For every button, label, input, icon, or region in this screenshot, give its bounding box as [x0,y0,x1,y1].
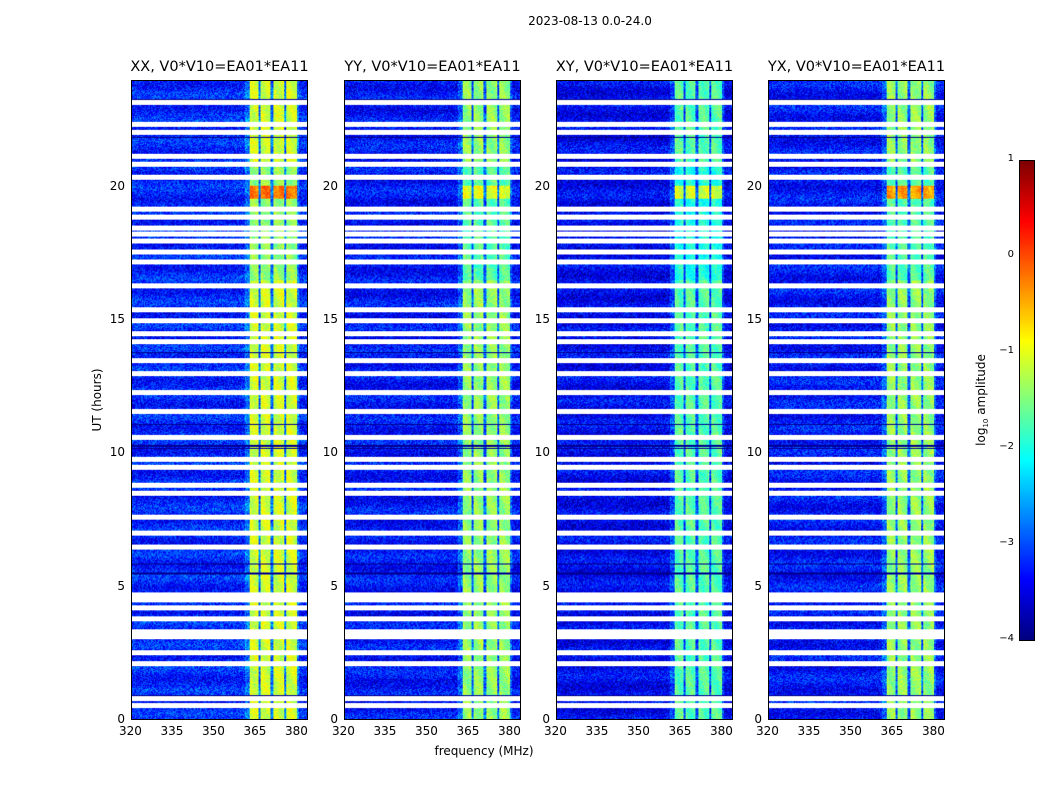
colorbar-tick-label: −1 [999,345,1014,356]
colorbar-tick-label: 0 [1007,249,1014,260]
x-tick-label: 365 [243,724,267,738]
x-tick-label: 320 [119,724,142,738]
x-axis-label: frequency (MHz) [434,744,534,758]
y-tick-label: 15 [746,312,762,326]
y-tick-label: 0 [542,712,550,726]
panel-title: YX, V0*V10=EA01*EA11 [767,59,946,75]
y-tick-label: 20 [746,178,762,193]
figure-title: 2023-08-13 0.0-24.0 [528,14,652,28]
heatmap-panel [556,80,733,720]
panel-title: XX, V0*V10=EA01*EA11 [130,59,309,75]
y-tick-label: 0 [754,712,762,726]
x-tick-label: 380 [921,724,945,738]
x-tick-label: 365 [880,724,904,738]
heatmap-panel [131,80,308,720]
x-tick-label: 320 [544,724,567,738]
x-tick-label: 335 [797,724,821,738]
y-tick-label: 10 [746,445,762,460]
colorbar-tick-label: −3 [999,537,1014,548]
y-tick-label: 15 [109,312,125,326]
colorbar-tick-label: 1 [1007,153,1014,164]
panel-title: XY, V0*V10=EA01*EA11 [555,59,734,75]
x-tick-label: 335 [585,724,609,738]
x-tick-label: 350 [201,724,225,738]
colorbar-label: log10 amplitude [973,354,991,446]
y-tick-label: 5 [117,578,125,593]
y-tick-label: 5 [542,578,550,593]
y-tick-label: 0 [117,712,125,726]
x-tick-label: 320 [756,724,779,738]
heatmap-panel [344,80,521,720]
colorbar-tick-label: −4 [999,633,1014,644]
y-tick-label: 0 [330,712,338,726]
y-tick-label: 10 [322,445,338,460]
heatmap-panel [768,80,945,720]
x-tick-label: 320 [332,724,355,738]
x-tick-label: 350 [414,724,438,738]
x-tick-label: 380 [497,724,521,738]
x-tick-label: 365 [456,724,480,738]
colorbar [1019,160,1035,641]
x-tick-label: 350 [838,724,862,738]
y-tick-label: 5 [330,578,338,593]
x-tick-label: 335 [160,724,184,738]
colorbar-tick-label: −2 [999,441,1014,452]
y-tick-label: 10 [109,445,125,460]
y-tick-label: 20 [534,178,550,193]
y-tick-label: 5 [754,578,762,593]
y-tick-label: 20 [322,178,338,193]
y-tick-label: 10 [534,445,550,460]
x-tick-label: 365 [668,724,692,738]
y-axis-label: UT (hours) [90,368,104,432]
x-tick-label: 380 [709,724,733,738]
panel-title: YY, V0*V10=EA01*EA11 [344,59,521,75]
y-tick-label: 15 [534,312,550,326]
y-tick-label: 15 [322,312,338,326]
y-tick-label: 20 [109,178,125,193]
x-tick-label: 335 [373,724,397,738]
x-tick-label: 350 [626,724,650,738]
x-tick-label: 380 [284,724,308,738]
